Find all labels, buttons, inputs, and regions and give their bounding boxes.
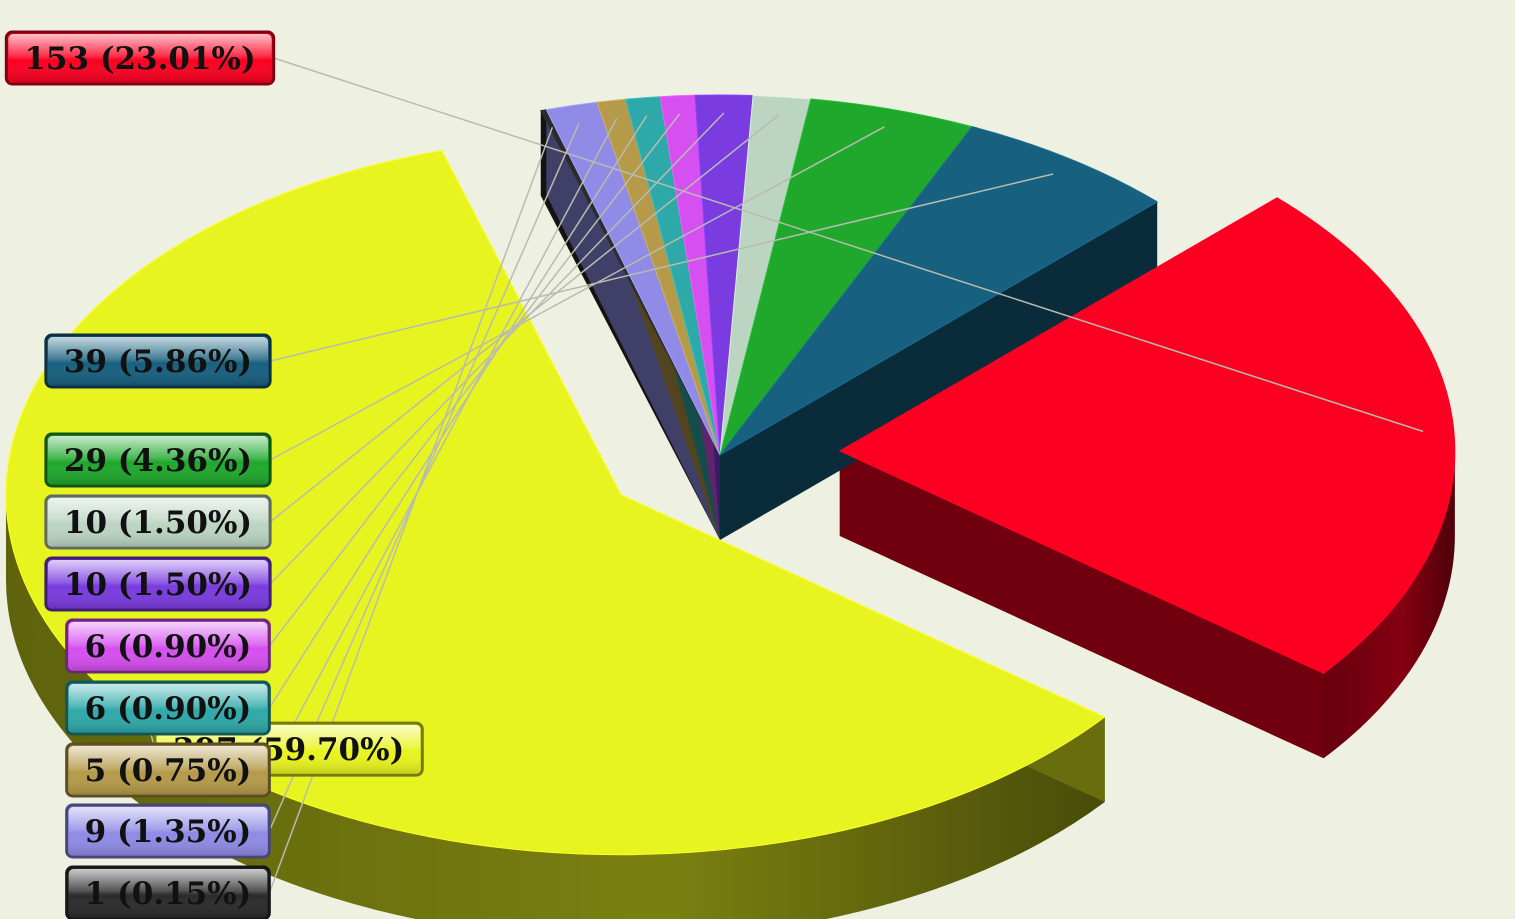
pie-leader-line	[269, 126, 885, 461]
pie-slice	[719, 126, 1159, 456]
pie-leader-line	[268, 115, 648, 709]
pie-leader-line	[269, 173, 1054, 362]
pie-data-label: 10 (1.50%)	[64, 505, 252, 541]
pie-data-label: 6 (0.90%)	[85, 691, 252, 727]
pie-data-label-gloss	[47, 498, 269, 546]
pie-data-label-gloss	[47, 436, 269, 484]
pie-data-label-gloss	[8, 34, 272, 82]
pie-data-label: 153 (23.01%)	[24, 41, 255, 77]
pie-leader-line	[268, 113, 681, 647]
pie-slice-side-shading	[5, 494, 1105, 919]
pie-slice-cut-face	[720, 201, 1158, 541]
pie-data-label: 6 (0.90%)	[85, 629, 252, 665]
pie-data-label: 10 (1.50%)	[64, 567, 252, 603]
pie-leader-line	[269, 114, 780, 523]
pie-data-label-gloss	[68, 807, 268, 855]
pie-leader-line	[268, 118, 618, 771]
pie-data-label-gloss	[47, 560, 269, 608]
pie-data-label-gloss	[68, 869, 268, 917]
pie-data-label: 1 (0.15%)	[85, 876, 252, 912]
pie-leader-line	[268, 122, 580, 832]
pie-data-label: 29 (4.36%)	[64, 443, 252, 479]
pie-slice	[838, 197, 1456, 674]
pie-slice-side-shading	[1323, 450, 1455, 759]
pie-slice	[719, 98, 973, 456]
pie-data-label-gloss	[68, 746, 268, 794]
pie-slice-cut-face	[839, 450, 1324, 759]
pie-leader-line	[273, 57, 1424, 433]
pie-data-label-gloss	[68, 622, 268, 670]
pie-data-label: 5 (0.75%)	[85, 753, 252, 789]
pie-leader-line	[269, 112, 725, 585]
pie-data-label-gloss	[47, 337, 269, 385]
pie-data-label: 39 (5.86%)	[64, 344, 252, 380]
pie-slice-cut-face	[546, 109, 720, 541]
pie-data-label-gloss	[68, 684, 268, 732]
pie-data-label: 9 (1.35%)	[85, 814, 252, 850]
